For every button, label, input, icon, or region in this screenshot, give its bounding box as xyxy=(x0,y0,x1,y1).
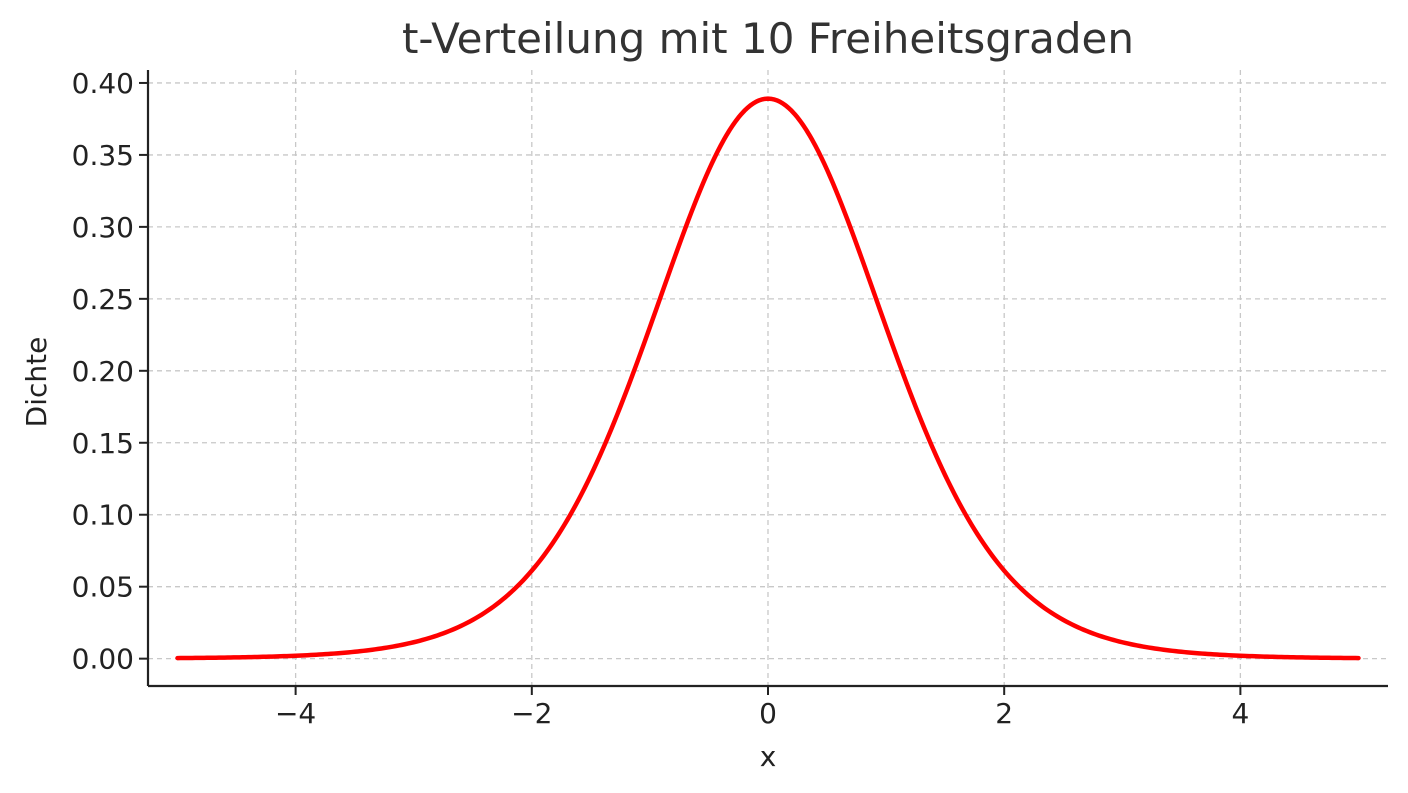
density-curve xyxy=(175,96,1361,661)
series xyxy=(175,96,1361,661)
y-tick-label: 0.15 xyxy=(72,427,134,460)
x-axis-label: x xyxy=(760,740,777,773)
y-tick-label: 0.30 xyxy=(72,211,134,244)
y-tick-label: 0.00 xyxy=(72,643,134,676)
y-tick-label: 0.05 xyxy=(72,571,134,604)
y-tick-label: 0.10 xyxy=(72,499,134,532)
y-tick-label: 0.35 xyxy=(72,139,134,172)
y-tick-label: 0.40 xyxy=(72,67,134,100)
y-tick-label: 0.20 xyxy=(72,355,134,388)
x-tick-label: 4 xyxy=(1231,697,1249,730)
ticks: −4 −2 0 2 4 0.00 0.05 0.10 0.15 0.20 0.25 0.30 0.35 0… xyxy=(72,67,1250,730)
chart-title: t-Verteilung mit 10 Freiheitsgraden xyxy=(402,14,1134,63)
grid-lines xyxy=(148,70,1388,686)
x-tick-label: −4 xyxy=(275,697,316,730)
x-tick-label: 2 xyxy=(995,697,1013,730)
y-tick-label: 0.25 xyxy=(72,283,134,316)
x-tick-label: 0 xyxy=(759,697,777,730)
y-axis-label: Dichte xyxy=(20,337,53,428)
x-tick-label: −2 xyxy=(511,697,552,730)
